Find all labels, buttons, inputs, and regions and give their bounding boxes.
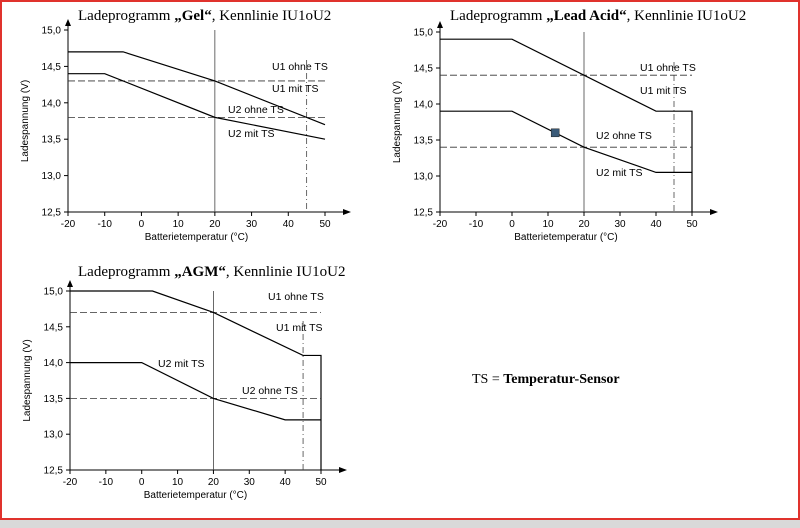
series-label: U2 mit TS: [596, 167, 642, 179]
series-label: U2 ohne TS: [228, 104, 284, 116]
series-label: U2 ohne TS: [596, 130, 652, 142]
series-label: U1 ohne TS: [272, 61, 328, 73]
y-axis-label: Ladespannung (V): [22, 339, 33, 421]
y-tick-label: 14,5: [42, 62, 62, 73]
series-line-u1-mit-ts: [440, 38, 693, 212]
series-label: U1 mit TS: [640, 85, 686, 97]
y-tick-label: 12,5: [414, 208, 434, 219]
y-axis-label: Ladespannung (V): [392, 81, 403, 163]
series-label: U1 ohne TS: [640, 62, 696, 74]
y-axis-label: Ladespannung (V): [20, 80, 31, 162]
y-tick-label: 13,0: [414, 172, 434, 183]
series-label: U1 ohne TS: [268, 291, 324, 303]
title-prefix: Ladeprogramm: [78, 8, 175, 24]
title-suffix: , Kennlinie IU1oU2: [626, 8, 747, 24]
x-tick-label: 40: [283, 219, 295, 230]
x-tick-label: 0: [509, 219, 515, 230]
x-tick-label: -20: [63, 477, 78, 488]
title-suffix: , Kennlinie IU1oU2: [211, 8, 332, 24]
x-tick-label: 30: [614, 219, 626, 230]
y-tick-label: 13,5: [44, 394, 64, 405]
y-tick-label: 13,0: [42, 171, 62, 182]
x-tick-label: 30: [246, 219, 258, 230]
y-axis-arrow: [67, 280, 73, 287]
cursor-marker: [550, 128, 560, 138]
ts-abbr: TS: [472, 372, 489, 387]
y-tick-label: 14,0: [42, 98, 62, 109]
y-tick-label: 15,0: [42, 26, 62, 37]
series-line-u2-mit-ts: [68, 73, 326, 140]
series-label: U2 ohne TS: [242, 385, 298, 397]
x-tick-label: 40: [280, 477, 292, 488]
series-line-u1-mit-ts: [70, 290, 322, 470]
x-tick-label: 20: [209, 219, 221, 230]
x-axis-label: Batterietemperatur (°C): [145, 232, 248, 243]
series-line-u1-mit-ts: [68, 51, 326, 126]
series-label: U2 mit TS: [158, 358, 204, 370]
x-tick-label: 0: [139, 477, 145, 488]
ts-legend-note: TS = Temperatur-Sensor: [472, 372, 620, 388]
series-label: U1 mit TS: [276, 322, 322, 334]
y-tick-label: 14,0: [414, 100, 434, 111]
y-tick-label: 15,0: [44, 287, 64, 298]
ts-eq: =: [488, 372, 504, 387]
title-prefix: Ladeprogramm: [450, 8, 547, 24]
y-tick-label: 14,5: [44, 322, 64, 333]
x-tick-label: 40: [650, 219, 662, 230]
window-bottom-bar: [0, 518, 800, 528]
x-tick-label: -10: [99, 477, 114, 488]
series-line-u2-mit-ts: [70, 362, 321, 421]
x-axis-arrow: [343, 209, 351, 215]
x-axis-label: Batterietemperatur (°C): [144, 490, 247, 501]
y-axis-arrow: [65, 19, 71, 26]
title-bold: „AGM“: [174, 264, 226, 280]
x-axis-label: Batterietemperatur (°C): [514, 232, 617, 243]
y-tick-label: 12,5: [42, 208, 62, 219]
x-tick-label: 30: [244, 477, 256, 488]
y-tick-label: 13,5: [414, 136, 434, 147]
x-tick-label: -20: [433, 219, 448, 230]
chart-title-gel: Ladeprogramm „Gel“, Kennlinie IU1oU2: [78, 8, 331, 25]
x-tick-label: 10: [542, 219, 554, 230]
y-tick-label: 15,0: [414, 28, 434, 39]
x-tick-label: -10: [97, 219, 112, 230]
y-tick-label: 13,0: [44, 430, 64, 441]
title-bold: „Gel“: [174, 8, 212, 24]
ts-text: Temperatur-Sensor: [503, 372, 620, 387]
x-tick-label: -20: [61, 219, 76, 230]
series-label: U1 mit TS: [272, 83, 318, 95]
x-tick-label: 10: [172, 477, 184, 488]
x-tick-label: 10: [173, 219, 185, 230]
title-prefix: Ladeprogramm: [78, 264, 175, 280]
x-tick-label: -10: [469, 219, 484, 230]
title-bold: „Lead Acid“: [546, 8, 627, 24]
x-tick-label: 0: [139, 219, 145, 230]
x-tick-label: 50: [319, 219, 331, 230]
series-label: U2 mit TS: [228, 128, 274, 140]
x-tick-label: 20: [578, 219, 590, 230]
x-tick-label: 50: [686, 219, 698, 230]
x-tick-label: 20: [208, 477, 220, 488]
y-tick-label: 14,5: [414, 64, 434, 75]
x-axis-arrow: [339, 467, 347, 473]
series-line-u2-mit-ts: [440, 110, 692, 173]
title-suffix: , Kennlinie IU1oU2: [225, 264, 346, 280]
chart-title-agm: Ladeprogramm „AGM“, Kennlinie IU1oU2: [78, 264, 345, 281]
y-tick-label: 13,5: [42, 135, 62, 146]
y-tick-label: 14,0: [44, 358, 64, 369]
x-axis-arrow: [710, 209, 718, 215]
x-tick-label: 50: [315, 477, 327, 488]
y-axis-arrow: [437, 21, 443, 28]
y-tick-label: 12,5: [44, 466, 64, 477]
chart-title-lead: Ladeprogramm „Lead Acid“, Kennlinie IU1o…: [450, 8, 746, 25]
